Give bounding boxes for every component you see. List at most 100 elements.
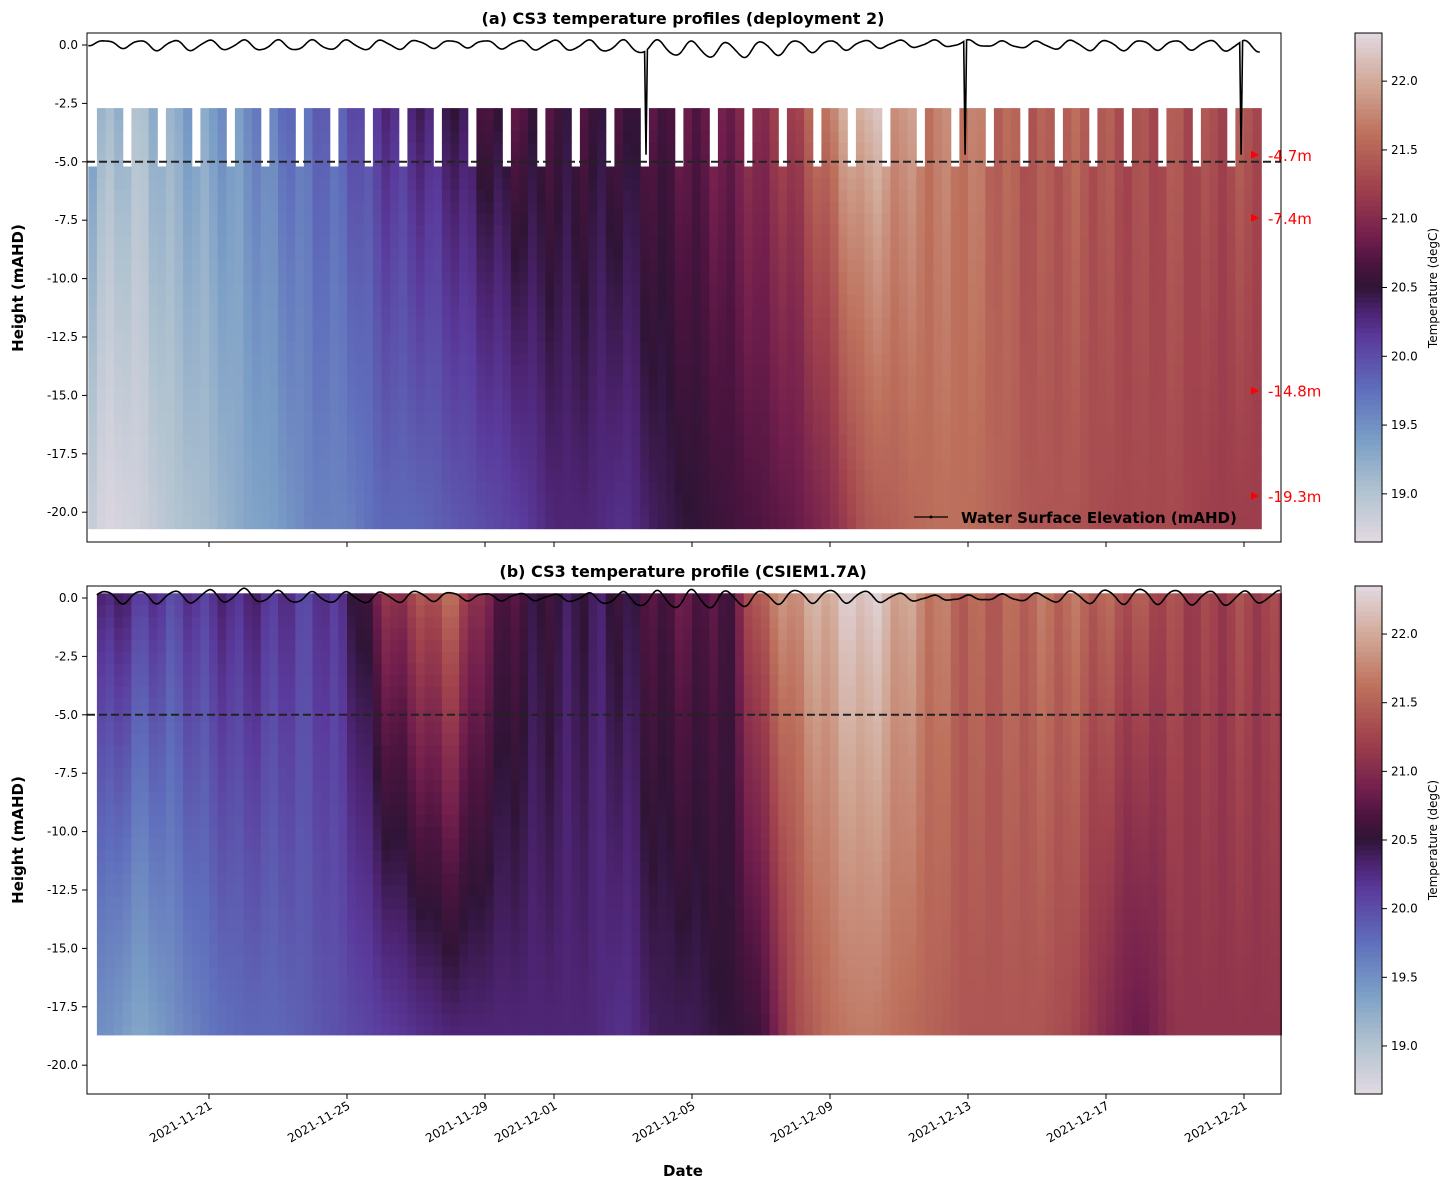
heatmap-cell <box>1183 143 1193 156</box>
heatmap-cell <box>364 330 374 343</box>
heatmap-cell <box>821 446 831 460</box>
heatmap-cell <box>1183 154 1193 168</box>
heatmap-cell <box>510 400 521 413</box>
heatmap-cell <box>562 376 572 389</box>
heatmap-cell <box>278 400 288 413</box>
heatmap-cell <box>286 131 296 144</box>
heatmap-cell <box>1235 353 1245 366</box>
heatmap-cell <box>424 365 434 378</box>
heatmap-cell <box>950 259 960 273</box>
heatmap-cell <box>1192 493 1202 506</box>
heatmap-cell <box>519 131 529 144</box>
heatmap-cell <box>433 388 443 401</box>
heatmap-cell <box>1106 458 1116 471</box>
heatmap-cell <box>838 306 848 319</box>
heatmap-cell <box>786 423 797 436</box>
heatmap-cell <box>148 108 158 121</box>
heatmap-cell <box>209 271 219 284</box>
heatmap-cell <box>1175 143 1185 156</box>
heatmap-cell <box>424 166 434 179</box>
heatmap-cell <box>683 189 693 203</box>
heatmap-cell <box>1140 493 1150 506</box>
ytick-label: -7.5 <box>55 213 78 227</box>
heatmap-cell <box>1252 143 1262 156</box>
heatmap-cell <box>614 318 624 331</box>
heatmap-cell <box>554 481 564 495</box>
heatmap-cell <box>1166 458 1176 471</box>
heatmap-cell <box>640 411 650 425</box>
heatmap-cell <box>278 341 288 354</box>
heatmap-cell <box>338 435 348 448</box>
heatmap-cell <box>855 178 866 191</box>
heatmap-cell <box>528 330 538 343</box>
heatmap-cell <box>890 481 900 495</box>
heatmap-cell <box>623 505 633 518</box>
heatmap-cell <box>174 481 184 495</box>
heatmap-cell <box>381 178 391 191</box>
heatmap-cell <box>1157 376 1167 389</box>
heatmap-cell <box>1097 236 1107 249</box>
heatmap-cell <box>631 259 641 273</box>
heatmap-cell <box>968 411 978 425</box>
heatmap-cell <box>321 259 331 273</box>
heatmap-cell <box>381 189 391 203</box>
ytick-label: -10.0 <box>47 272 78 286</box>
heatmap-cell <box>700 189 710 203</box>
heatmap-cell <box>217 470 227 483</box>
heatmap-cell <box>329 493 339 506</box>
heatmap-cell <box>157 248 167 261</box>
heatmap-cell <box>1011 213 1021 226</box>
heatmap-cell <box>942 330 952 343</box>
heatmap-cell <box>88 446 98 460</box>
heatmap-cell <box>1218 400 1228 413</box>
heatmap-cell <box>1019 505 1029 518</box>
heatmap-cell <box>1235 306 1245 319</box>
heatmap-cell <box>838 353 848 366</box>
heatmap-cell <box>1200 376 1211 389</box>
heatmap-cell <box>666 318 676 331</box>
heatmap-cell <box>390 400 400 413</box>
heatmap-cell <box>1106 283 1116 296</box>
heatmap-cell <box>562 353 572 366</box>
heatmap-cell <box>174 306 184 319</box>
heatmap-cell <box>243 318 253 331</box>
heatmap-cell <box>1106 224 1116 238</box>
heatmap-cell <box>683 423 693 436</box>
heatmap-cell <box>1123 318 1133 331</box>
heatmap-cell <box>510 213 521 226</box>
heatmap-cell <box>786 330 797 343</box>
heatmap-cell <box>295 178 305 191</box>
heatmap-cell <box>916 400 926 413</box>
heatmap-cell <box>200 481 210 495</box>
heatmap-cell <box>976 259 986 273</box>
heatmap-cell <box>372 295 383 308</box>
heatmap-cell <box>502 178 512 191</box>
heatmap-cell <box>657 108 667 121</box>
heatmap-cell <box>838 166 848 179</box>
heatmap-cell <box>114 651 124 664</box>
heatmap-cell <box>1080 388 1090 401</box>
heatmap-cell <box>217 493 227 506</box>
heatmap-cell <box>183 318 193 331</box>
heatmap-cell <box>976 236 986 249</box>
heatmap-cell <box>364 341 374 354</box>
heatmap-cell <box>761 306 771 319</box>
heatmap-cell <box>1218 446 1228 460</box>
heatmap-cell <box>916 178 926 191</box>
heatmap-cell <box>88 189 98 203</box>
heatmap-cell <box>510 271 521 284</box>
heatmap-cell <box>217 236 227 249</box>
heatmap-cell <box>614 189 624 203</box>
heatmap-cell <box>114 365 124 378</box>
heatmap-cell <box>1183 224 1193 238</box>
heatmap-cell <box>726 213 736 226</box>
heatmap-cell <box>372 505 383 518</box>
heatmap-cell <box>881 481 891 495</box>
heatmap-cell <box>114 756 124 770</box>
heatmap-cell <box>1088 411 1098 425</box>
heatmap-cell <box>761 213 771 226</box>
heatmap-cell <box>1088 213 1098 226</box>
heatmap-cell <box>985 458 995 471</box>
heatmap-cell <box>812 295 822 308</box>
heatmap-cell <box>950 505 960 518</box>
